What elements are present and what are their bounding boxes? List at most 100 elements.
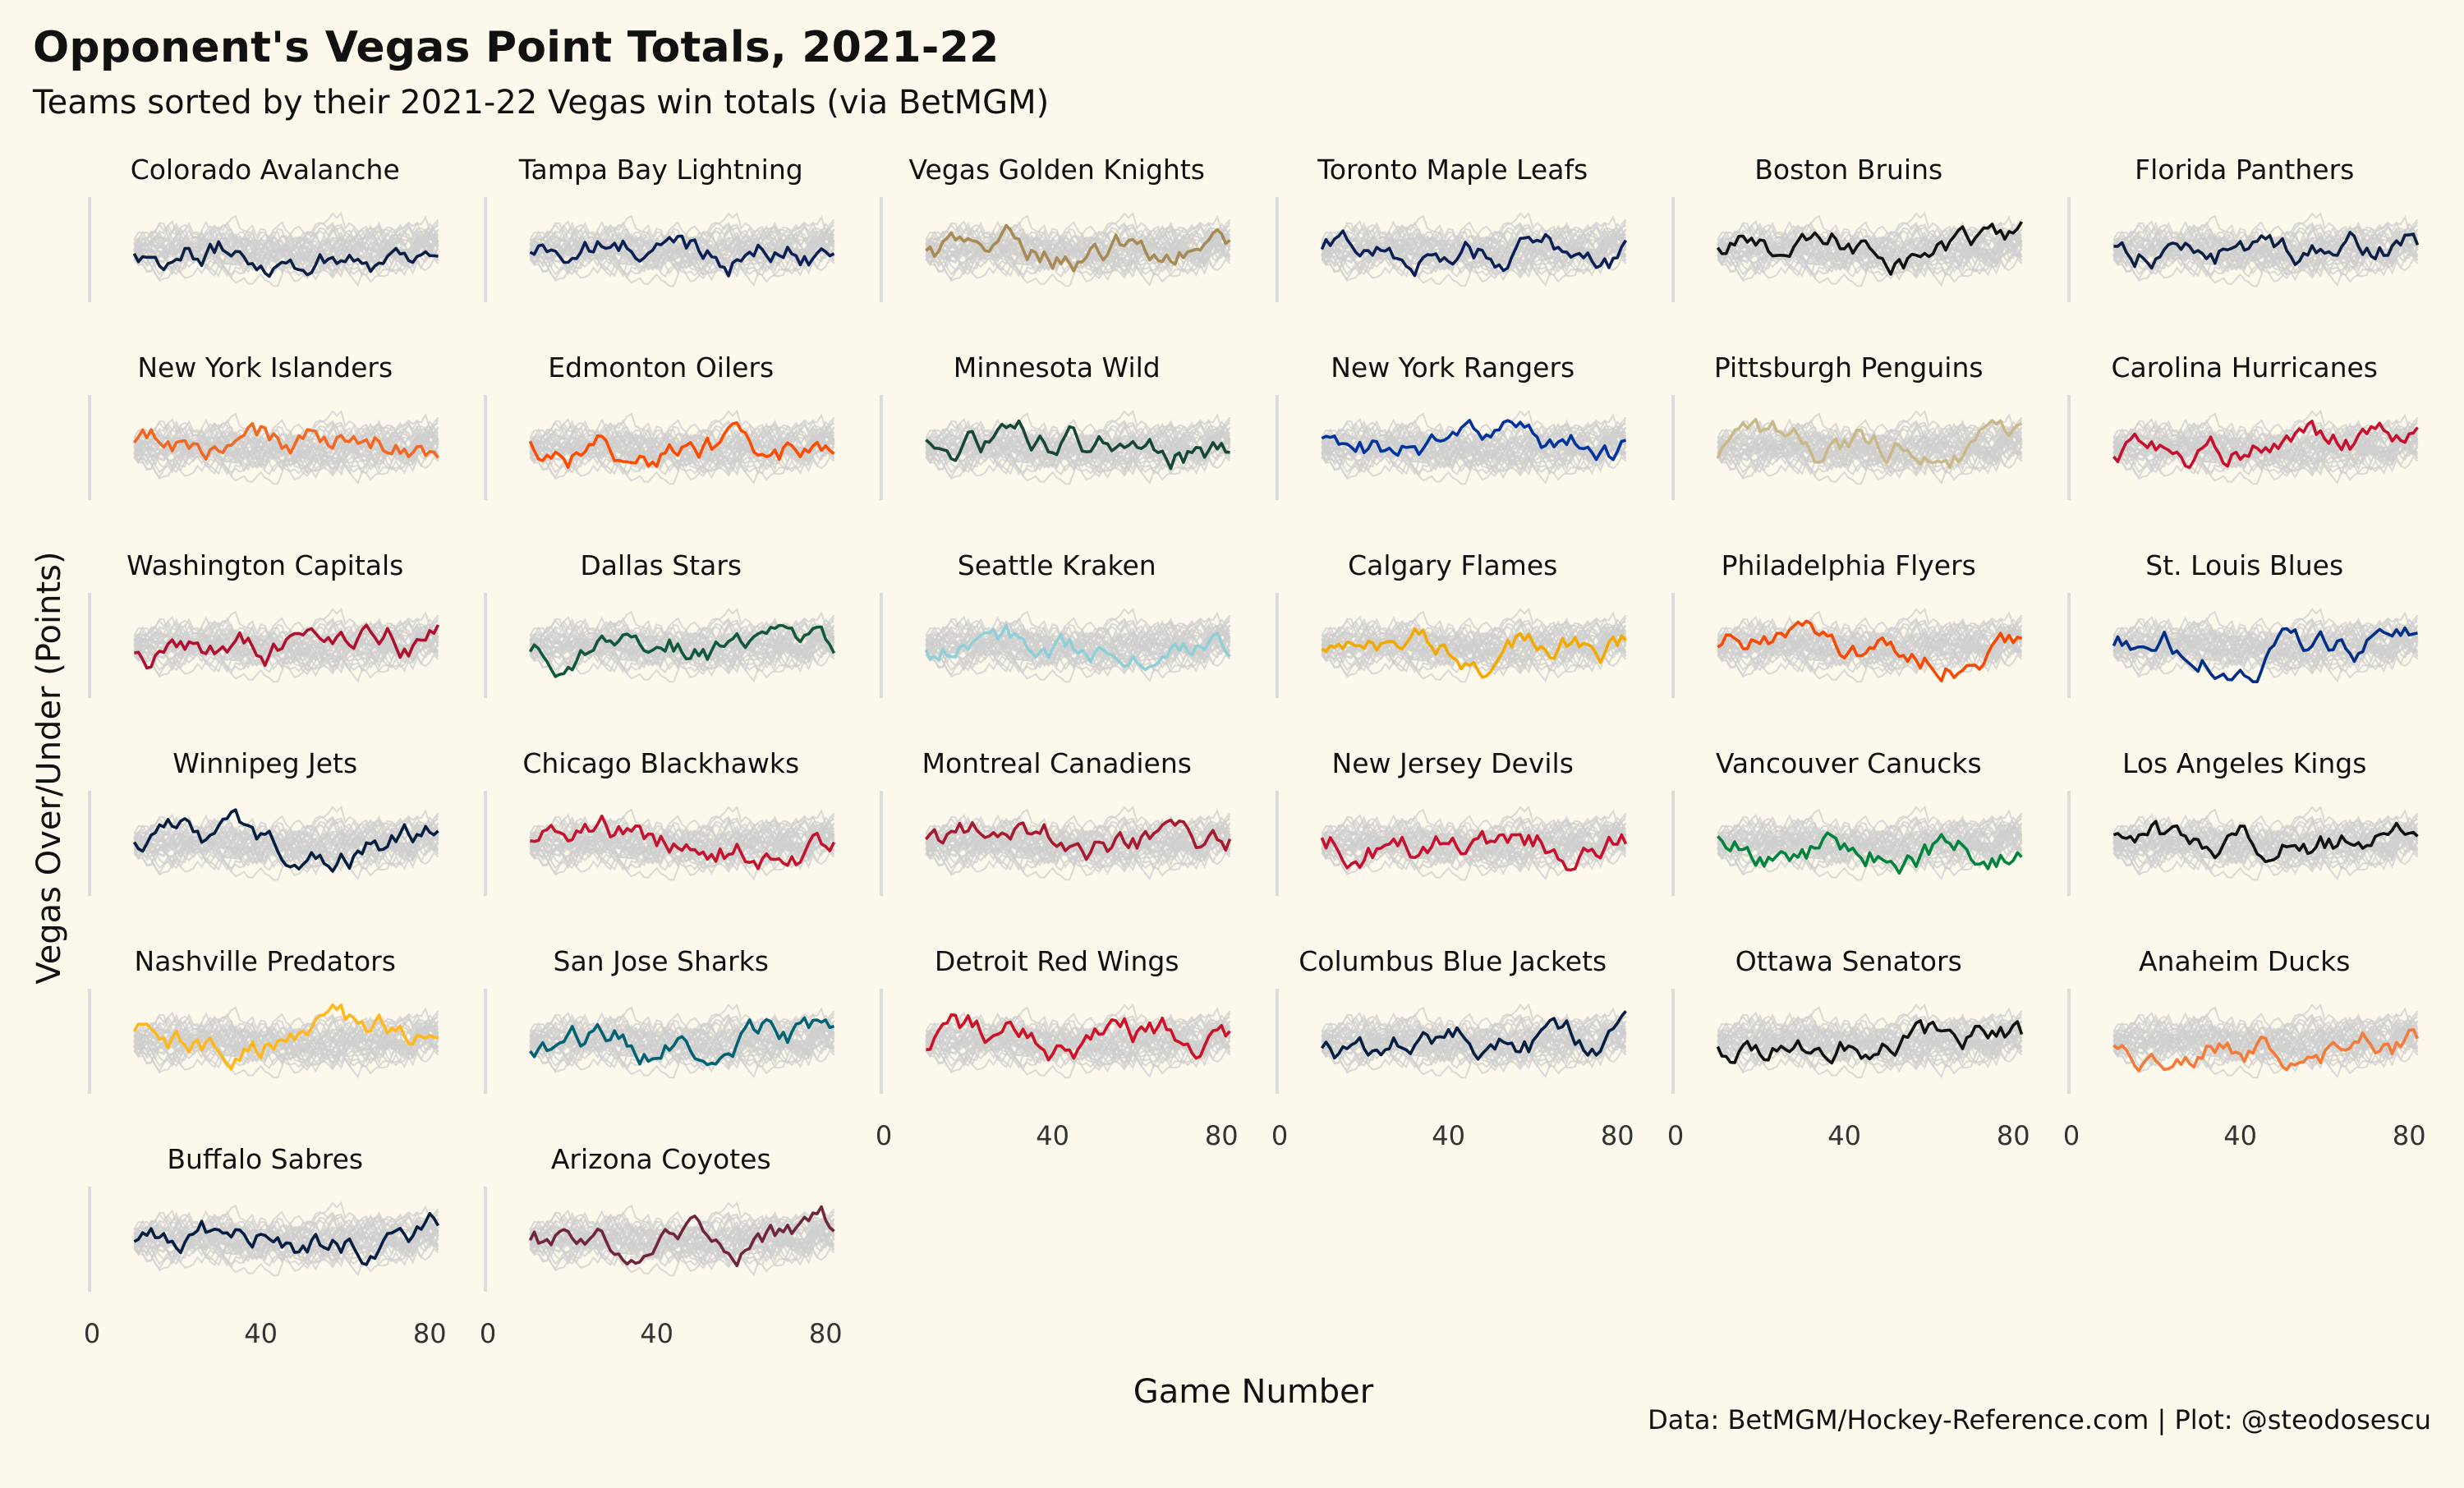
context-series-line (529, 614, 835, 665)
facet-title: Calgary Flames (1348, 549, 1557, 581)
context-series-line (529, 420, 835, 475)
team-series-line (529, 234, 835, 278)
x-tick-label: 80 (1601, 1120, 1634, 1151)
team-series-line (925, 223, 1231, 273)
facet-panel: Dallas Stars (484, 549, 836, 698)
facet-panel: Washington Capitals (88, 549, 440, 698)
team-series-line (133, 1212, 440, 1266)
team-series-line (132, 240, 439, 278)
x-tick-label: 80 (1205, 1120, 1239, 1151)
context-series-line (1322, 420, 1627, 468)
context-series-line (134, 222, 439, 270)
facet-panel: Ottawa Senators 0 40 80 (1667, 945, 2030, 1151)
facet-title: Philadelphia Flyers (1722, 549, 1976, 581)
context-series-line (1321, 413, 1627, 476)
context-series-line (1717, 1013, 2023, 1062)
x-tick-label: 40 (2223, 1120, 2257, 1151)
context-series-line (134, 618, 439, 666)
context-series-line (1717, 614, 2023, 665)
context-series-line (133, 830, 439, 875)
context-series-line (1717, 416, 2023, 467)
context-series-line (1321, 237, 1627, 281)
team-series-line (2113, 231, 2420, 270)
team-series-line (1321, 627, 1627, 679)
facet-panel: Nashville Predators (88, 945, 439, 1094)
context-series-line (925, 223, 1231, 277)
team-series-line (1716, 417, 2023, 470)
context-series-line (529, 809, 835, 872)
facet-panel: Seattle Kraken (880, 549, 1231, 698)
facet-panel: Detroit Red Wings 0 40 80 (876, 945, 1239, 1151)
context-series-line (133, 611, 439, 674)
context-series-line (2113, 618, 2419, 666)
context-series-line (1321, 218, 1627, 269)
context-series-line (2112, 816, 2419, 870)
facet-panel: San Jose Sharks (484, 945, 835, 1094)
facet-panel: Los Angeles Kings (2067, 747, 2419, 896)
facet-panel: Philadelphia Flyers (1671, 549, 2023, 698)
context-series-line (133, 1208, 439, 1259)
context-series-line (925, 416, 1231, 467)
context-series-line (134, 420, 439, 468)
x-tick-label: 40 (244, 1318, 278, 1349)
context-series-line (1321, 632, 1627, 677)
context-series-line (1717, 218, 2023, 269)
x-tick-label: 40 (1036, 1120, 1069, 1151)
context-series-line (1321, 434, 1627, 479)
x-tick-label: 0 (876, 1120, 892, 1151)
context-series-line (2112, 1014, 2419, 1068)
context-series-line (1717, 434, 2023, 479)
team-series-line (1717, 619, 2023, 682)
team-series-line (528, 623, 836, 678)
facet-title: Vegas Golden Knights (908, 154, 1204, 186)
x-tick-label: 80 (2393, 1120, 2426, 1151)
facet-panel: Vancouver Canucks (1671, 747, 2023, 896)
x-tick-label: 80 (413, 1318, 447, 1349)
facet-panel: Vegas Golden Knights (880, 154, 1231, 302)
facet-title: Chicago Blackhawks (522, 747, 799, 779)
team-series-line (926, 1013, 1231, 1062)
context-series-line (2113, 420, 2419, 468)
facet-panel: Toronto Maple Leafs (1276, 154, 1628, 302)
context-series-line (926, 420, 1231, 468)
facet-panel: Edmonton Oilers (484, 351, 835, 500)
facet-title: Detroit Red Wings (935, 945, 1179, 977)
team-series-line (1320, 229, 1628, 278)
x-tick-label: 0 (480, 1318, 496, 1349)
context-series-line (2112, 416, 2419, 467)
facet-panel: Carolina Hurricanes (2067, 351, 2419, 500)
x-tick-label: 0 (84, 1318, 100, 1349)
context-series-line (1322, 618, 1627, 666)
context-series-line (529, 1212, 835, 1266)
context-series-line (925, 1010, 1231, 1061)
facet-panel: New York Islanders (88, 351, 439, 500)
team-series-line (530, 814, 836, 870)
facet-title: New York Islanders (137, 351, 393, 383)
context-series-line (134, 1013, 439, 1062)
context-series-line (529, 237, 835, 281)
chart-title: Opponent's Vegas Point Totals, 2021-22 (33, 23, 1000, 72)
facet-panel: New Jersey Devils (1276, 747, 1628, 896)
context-series-line (926, 222, 1231, 270)
context-series-line (530, 222, 835, 270)
context-series-line (1321, 809, 1627, 872)
chart-subtitle: Teams sorted by their 2021-22 Vegas win … (33, 84, 1050, 122)
context-series-line (925, 434, 1231, 479)
facet-title: Buffalo Sabres (167, 1143, 363, 1175)
context-series-line (529, 1208, 835, 1259)
team-series-line (528, 421, 835, 469)
x-tick-label: 0 (2063, 1120, 2080, 1151)
context-series-line (1717, 618, 2023, 666)
team-series-line (1321, 419, 1626, 462)
context-series-line (133, 237, 439, 281)
context-series-line (925, 812, 1231, 863)
context-series-line (1321, 416, 1627, 467)
facet-title: Minnesota Wild (954, 351, 1161, 383)
facet-title: Winnipeg Jets (172, 747, 357, 779)
context-series-line (925, 215, 1231, 278)
context-series-line (529, 413, 835, 476)
context-series-line (1321, 215, 1627, 278)
facet-title: New York Rangers (1331, 351, 1574, 383)
team-series-line (1320, 829, 1628, 872)
